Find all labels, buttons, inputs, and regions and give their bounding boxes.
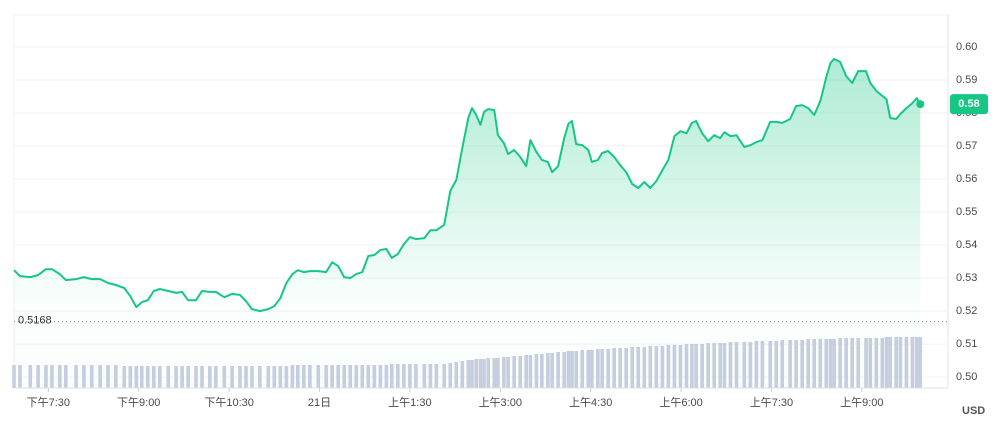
y-tick-label: 0.52: [956, 305, 977, 317]
x-tick-label: 21日: [308, 397, 331, 409]
current-price-label: 0.58: [958, 98, 979, 110]
x-tick-label: 下午10:30: [204, 396, 254, 409]
price-area: [14, 58, 921, 389]
y-tick-label: 0.54: [956, 239, 977, 251]
y-tick-label: 0.56: [956, 173, 977, 185]
y-tick-label: 0.57: [956, 140, 977, 152]
current-price-box: [950, 94, 988, 115]
price-line: [13, 57, 922, 313]
reference-label: 0.5168: [18, 315, 52, 327]
currency-label: USD: [962, 405, 985, 417]
x-tick-label: 上午6:00: [659, 396, 702, 409]
x-tick-label: 上午7:30: [750, 396, 793, 409]
y-tick-label: 0.50: [956, 371, 977, 383]
y-tick-label: 0.59: [956, 74, 977, 86]
y-tick-label: 0.51: [956, 338, 977, 350]
y-tick-label: 0.60: [956, 41, 977, 53]
y-tick-label: 0.53: [956, 272, 977, 284]
x-tick-label: 下午7:30: [27, 396, 70, 409]
x-tick-label: 上午1:30: [388, 396, 431, 409]
x-tick-label: 下午9:00: [117, 396, 160, 409]
y-tick-label: 0.55: [956, 206, 977, 218]
x-tick-label: 上午4:30: [569, 396, 612, 409]
x-tick-label: 上午3:00: [479, 396, 522, 409]
last-point: [916, 100, 925, 109]
x-tick-label: 上午9:00: [840, 396, 883, 409]
